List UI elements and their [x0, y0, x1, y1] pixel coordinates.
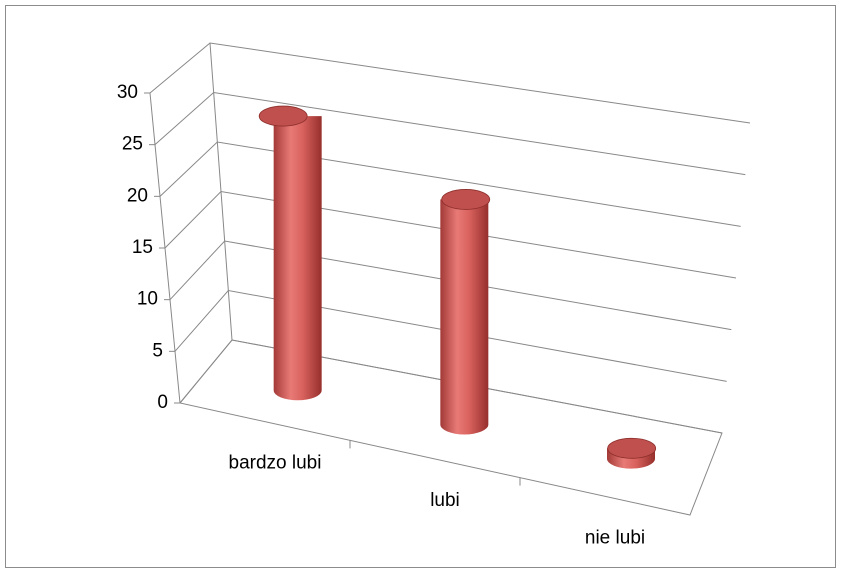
- chart-border: [5, 5, 836, 568]
- grid-line: [179, 339, 723, 434]
- y-tick-label: 5: [152, 340, 163, 361]
- y-tick-label: 20: [127, 185, 148, 206]
- bar: [273, 116, 322, 401]
- x-tick-label: bardzo lubi: [229, 453, 322, 474]
- y-tick-label: 10: [137, 289, 158, 310]
- grid-line: [154, 91, 746, 176]
- grid-line: [164, 190, 737, 279]
- bar-top: [441, 189, 491, 210]
- grid-line: [149, 42, 751, 124]
- grid-line: [169, 240, 732, 331]
- y-tick-label: 25: [122, 134, 143, 155]
- x-tick-label: nie lubi: [585, 527, 645, 548]
- y-tick-label: 15: [132, 237, 153, 258]
- grid-line: [159, 141, 741, 227]
- y-tick-label: 0: [157, 392, 168, 413]
- grid-line: [174, 289, 727, 382]
- y-tick-label: 30: [117, 82, 138, 103]
- x-tick-label: lubi: [430, 490, 460, 511]
- bar: [440, 199, 489, 435]
- bar-top: [607, 437, 657, 459]
- bar-top: [258, 105, 308, 127]
